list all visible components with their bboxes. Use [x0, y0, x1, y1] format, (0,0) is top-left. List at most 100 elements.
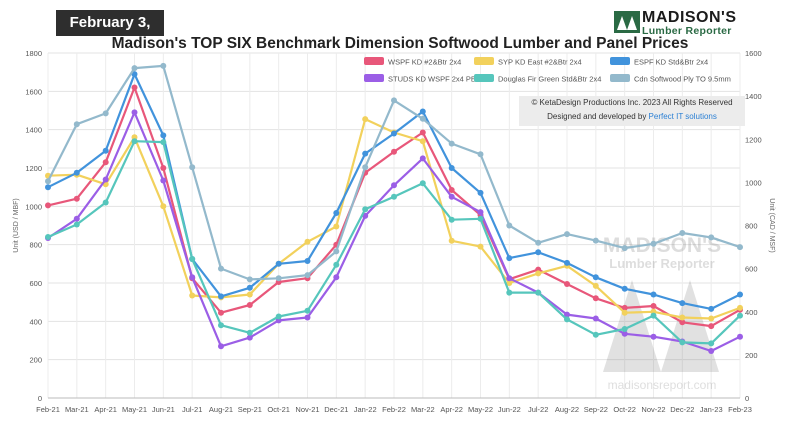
y-tick-label: 1600 [25, 87, 42, 96]
data-point [708, 323, 715, 330]
y-tick-label: 200 [29, 356, 42, 365]
data-point [737, 333, 743, 340]
data-point [391, 182, 397, 189]
data-point [535, 270, 542, 277]
axes: 0 200 400 600 800 1000 1200 1400 1600 1800 0 200 400… [13, 49, 775, 414]
data-point [564, 259, 570, 266]
data-point [362, 150, 369, 157]
data-point [189, 256, 196, 262]
x-tick-label: Oct-21 [267, 405, 290, 414]
data-point [333, 223, 340, 230]
y2-tick-label: 800 [745, 222, 758, 231]
data-point [160, 139, 167, 146]
y-tick-label: 400 [29, 317, 42, 326]
data-point [477, 151, 484, 158]
data-point [592, 331, 599, 338]
data-point [304, 307, 311, 314]
data-point [275, 275, 282, 282]
legend-swatch [610, 57, 630, 65]
data-point [218, 322, 224, 329]
legend-item: ESPF KD Std&Btr 2x4 [610, 57, 708, 67]
data-point [246, 276, 253, 283]
y2-tick-label: 400 [745, 308, 758, 317]
data-point [419, 129, 426, 136]
data-point [102, 147, 109, 154]
logo-title: MADISON'S [642, 9, 737, 26]
data-point [650, 312, 657, 319]
x-tick-label: Apr-22 [440, 405, 463, 414]
x-tick-label: Jan-22 [354, 405, 377, 414]
data-point [621, 309, 628, 316]
series-5 [45, 62, 743, 283]
data-point [160, 62, 167, 69]
legend-item: WSPF KD #2&Btr 2x4 [364, 57, 461, 67]
data-point [246, 329, 253, 336]
y-axis-title: Unit (USD / MBF) [13, 198, 20, 252]
data-point [246, 302, 253, 308]
data-point [448, 140, 455, 147]
data-point [102, 199, 109, 206]
x-tick-label: Feb-22 [382, 405, 406, 414]
data-point [246, 291, 253, 298]
x-tick-label: Sep-21 [238, 405, 262, 414]
y2-axis-title: Unit (CAD / MSF) [768, 198, 775, 252]
data-point [592, 315, 599, 322]
legend-label: ESPF KD Std&Btr 2x4 [634, 58, 708, 67]
series-2 [45, 71, 743, 312]
data-point [708, 234, 715, 241]
data-point [333, 210, 340, 216]
legend-swatch [474, 57, 494, 65]
data-point [333, 248, 340, 255]
developer-credit-prefix: Designed and developed by [547, 112, 649, 121]
data-point [391, 97, 397, 104]
data-point [333, 274, 340, 281]
data-point [737, 244, 743, 251]
data-point [391, 193, 397, 200]
data-point [506, 222, 513, 229]
data-point [304, 258, 311, 264]
legend-label: Douglas Fir Green Std&Btr 2x4 [498, 75, 601, 84]
data-point [218, 293, 224, 300]
copyright-box: © KetaDesign Productions Inc. 2023 All R… [519, 96, 745, 126]
data-point [592, 295, 599, 302]
series [45, 62, 743, 354]
data-point [391, 130, 397, 137]
data-point [304, 314, 311, 321]
data-point [737, 291, 743, 298]
data-point [506, 289, 513, 296]
data-point [102, 176, 109, 183]
data-point [535, 239, 542, 246]
x-tick-label: Dec-21 [324, 405, 348, 414]
y-tick-label: 0 [38, 394, 42, 403]
data-point [621, 285, 628, 292]
legend-label: STUDS KD WSPF 2x4 PET [388, 75, 481, 84]
watermark-subtitle: Lumber Reporter [609, 256, 714, 271]
y2-tick-label: 600 [745, 265, 758, 274]
data-point [592, 282, 599, 289]
data-point [448, 216, 455, 223]
data-point [218, 343, 224, 350]
data-point [189, 292, 196, 299]
legend: WSPF KD #2&Btr 2x4 SYP KD East #2&Btr 2x4… [364, 57, 731, 84]
data-point [419, 155, 426, 162]
data-point [73, 215, 80, 222]
data-point [362, 164, 369, 171]
data-point [621, 304, 628, 311]
report-date-badge: February 3, 2023 [56, 10, 164, 57]
data-point [304, 238, 311, 245]
data-point [477, 209, 484, 216]
madisons-logo: MADISON'S Lumber Reporter [614, 9, 742, 39]
chart-title: Madison's TOP SIX Benchmark Dimension So… [111, 35, 689, 52]
series-4 [45, 138, 743, 347]
copyright-text: © KetaDesign Productions Inc. 2023 All R… [531, 98, 733, 107]
data-point [362, 206, 369, 213]
data-point [535, 289, 542, 296]
data-point [564, 281, 570, 287]
data-point [131, 109, 138, 116]
data-point [737, 304, 743, 311]
data-point [391, 148, 397, 155]
data-point [304, 272, 311, 279]
developer-link[interactable]: Perfect IT solutions [648, 112, 717, 121]
x-tick-label: Jun-22 [498, 405, 521, 414]
